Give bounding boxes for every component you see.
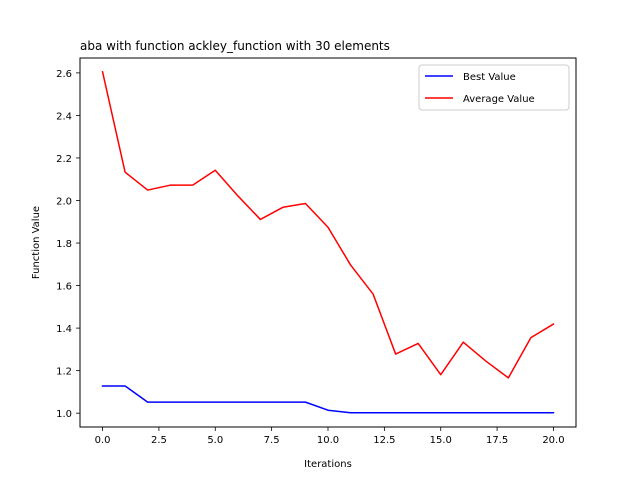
y-tick-label: 2.6: [56, 69, 72, 80]
x-tick-label: 2.5: [151, 435, 167, 446]
y-axis-title: Function Value: [31, 206, 42, 279]
x-tick-label: 20.0: [542, 435, 564, 446]
x-axis: 0.0 2.5 5.0 7.5 10.0 12.5 15.0 17.5 20.0: [95, 427, 565, 446]
x-axis-title: Iterations: [304, 459, 352, 470]
y-tick-label: 1.6: [56, 282, 72, 293]
series-line-1: [101, 70, 555, 379]
series-line-0: [101, 385, 555, 414]
x-tick-label: 0.0: [95, 435, 111, 446]
plot-lines: [101, 70, 555, 414]
y-tick-label: 2.4: [56, 111, 72, 122]
y-tick-label: 1.8: [56, 239, 72, 250]
legend: Best Value Average Value: [418, 64, 570, 111]
x-tick-label: 15.0: [430, 435, 452, 446]
x-tick-label: 12.5: [373, 435, 395, 446]
chart-title: aba with function ackley_function with 3…: [80, 39, 390, 53]
y-tick-label: 2.2: [56, 154, 72, 165]
x-tick-label: 10.0: [317, 435, 339, 446]
x-tick-label: 7.5: [264, 435, 280, 446]
legend-label-best-value: Best Value: [463, 72, 516, 83]
y-axis: 1.0 1.2 1.4 1.6 1.8 2.0 2.2 2.4 2.6: [56, 69, 80, 420]
x-tick-label: 17.5: [486, 435, 508, 446]
legend-label-average-value: Average Value: [463, 94, 535, 105]
y-tick-label: 1.2: [56, 367, 72, 378]
y-tick-label: 2.0: [56, 196, 72, 207]
legend-box: [418, 64, 570, 111]
y-tick-label: 1.4: [56, 324, 72, 335]
y-tick-label: 1.0: [56, 409, 72, 420]
x-tick-label: 5.0: [207, 435, 223, 446]
